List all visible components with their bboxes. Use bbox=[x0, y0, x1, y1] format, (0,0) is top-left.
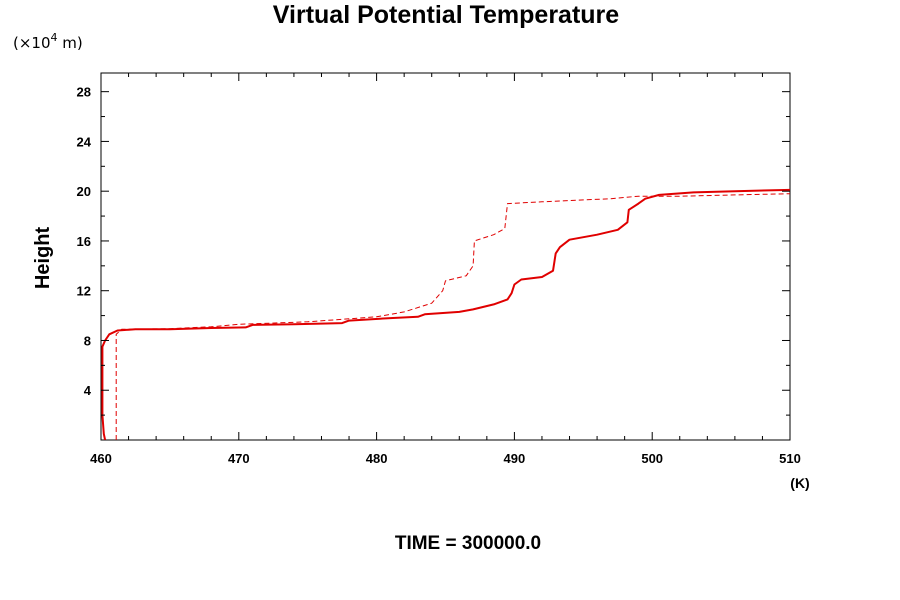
x-axis-unit: (K) bbox=[790, 475, 809, 491]
x-tick-label: 490 bbox=[504, 451, 526, 466]
plot-area bbox=[100, 72, 791, 441]
time-footer: TIME = 300000.0 bbox=[395, 533, 541, 554]
y-unit-note-tail: m) bbox=[58, 34, 83, 52]
series-line-dashed bbox=[115, 193, 790, 440]
x-tick-label: 510 bbox=[779, 451, 801, 466]
x-tick-label: 470 bbox=[228, 451, 250, 466]
x-tick-label: 480 bbox=[366, 451, 388, 466]
y-unit-note: (×104 m) bbox=[13, 31, 83, 52]
y-tick-label: 4 bbox=[84, 383, 92, 398]
x-tick-label: 460 bbox=[90, 451, 112, 466]
plot-frame bbox=[100, 72, 791, 441]
y-tick-label: 20 bbox=[77, 184, 91, 199]
x-tick-label: 500 bbox=[641, 451, 663, 466]
y-unit-note-exponent: 4 bbox=[51, 31, 58, 44]
series-group bbox=[101, 188, 790, 440]
tick-labels: 460 470 480 490 500 510 4 8 12 16 20 24 28 bbox=[77, 85, 801, 466]
y-axis-label: Height bbox=[32, 227, 54, 290]
chart-title: Virtual Potential Temperature bbox=[273, 1, 619, 29]
y-tick-label: 24 bbox=[77, 134, 92, 149]
y-unit-note-base: (×10 bbox=[13, 34, 51, 52]
y-tick-label: 28 bbox=[77, 85, 91, 100]
y-tick-label: 16 bbox=[77, 234, 91, 249]
series-line-solid bbox=[101, 188, 790, 440]
y-tick-label: 8 bbox=[84, 333, 91, 348]
y-tick-label: 12 bbox=[77, 284, 91, 299]
axis-ticks bbox=[100, 73, 791, 440]
